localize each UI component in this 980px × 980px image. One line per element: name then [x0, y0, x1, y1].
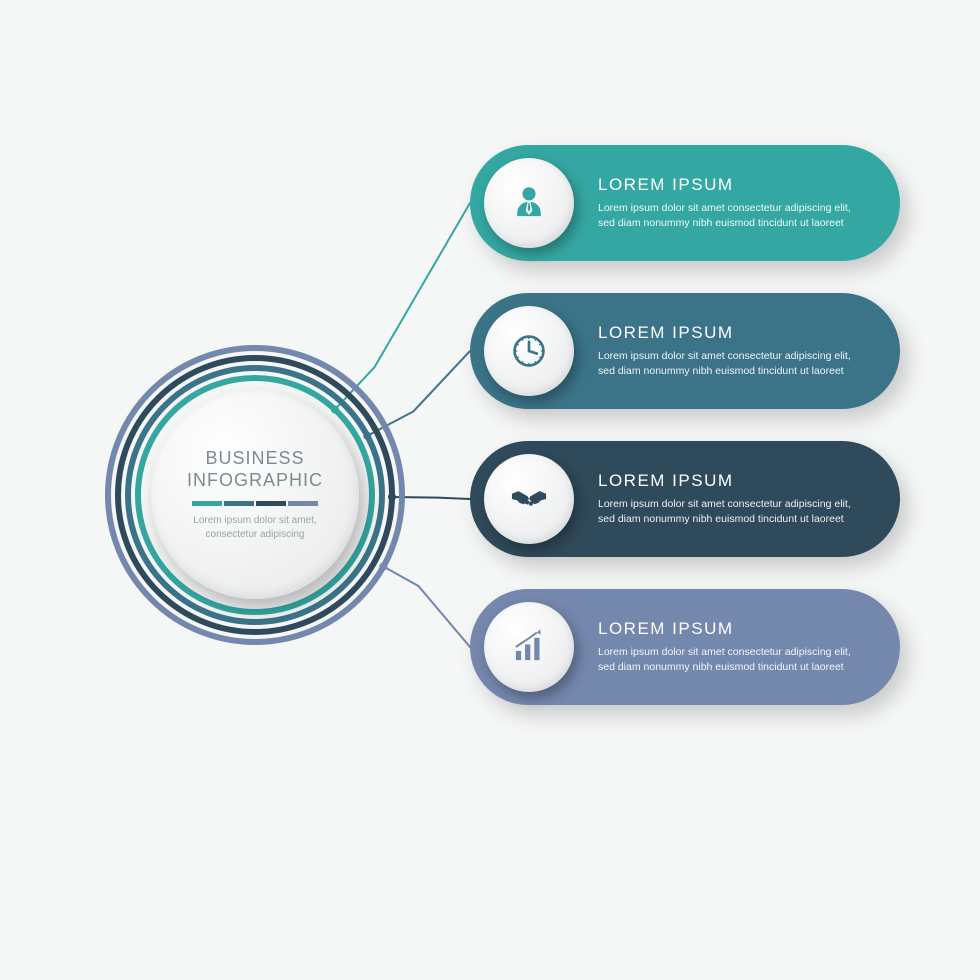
- hub-title-line2: INFOGRAPHIC: [187, 470, 323, 490]
- pill-heading-3: LOREM IPSUM: [598, 619, 870, 639]
- pill-desc-0: Lorem ipsum dolor sit amet consectetur a…: [598, 201, 870, 231]
- pill-text-3: LOREM IPSUM Lorem ipsum dolor sit amet co…: [598, 619, 900, 675]
- handshake-icon: [484, 454, 574, 544]
- hub-bar-3: [288, 501, 318, 506]
- pill-desc-2: Lorem ipsum dolor sit amet consectetur a…: [598, 497, 870, 527]
- hub-title-line1: BUSINESS: [205, 448, 304, 468]
- clock-icon: [484, 306, 574, 396]
- pill-desc-1: Lorem ipsum dolor sit amet consectetur a…: [598, 349, 870, 379]
- hub-core: BUSINESS INFOGRAPHIC Lorem ipsum dolor s…: [151, 391, 359, 599]
- hub-description: Lorem ipsum dolor sit amet, consectetur …: [185, 514, 325, 542]
- hub-bar-1: [224, 501, 254, 506]
- infographic-stage: BUSINESS INFOGRAPHIC Lorem ipsum dolor s…: [0, 0, 980, 980]
- hub-bar-0: [192, 501, 222, 506]
- pill-text-1: LOREM IPSUM Lorem ipsum dolor sit amet co…: [598, 323, 900, 379]
- person-icon: [484, 158, 574, 248]
- pill-heading-2: LOREM IPSUM: [598, 471, 870, 491]
- info-pill-1: LOREM IPSUM Lorem ipsum dolor sit amet co…: [470, 293, 900, 409]
- pill-text-0: LOREM IPSUM Lorem ipsum dolor sit amet co…: [598, 175, 900, 231]
- info-pill-3: LOREM IPSUM Lorem ipsum dolor sit amet co…: [470, 589, 900, 705]
- central-hub: BUSINESS INFOGRAPHIC Lorem ipsum dolor s…: [105, 345, 405, 645]
- chart-icon: [484, 602, 574, 692]
- info-pill-0: LOREM IPSUM Lorem ipsum dolor sit amet co…: [470, 145, 900, 261]
- pill-text-2: LOREM IPSUM Lorem ipsum dolor sit amet co…: [598, 471, 900, 527]
- hub-title: BUSINESS INFOGRAPHIC: [187, 448, 323, 491]
- hub-bar-2: [256, 501, 286, 506]
- pill-heading-0: LOREM IPSUM: [598, 175, 870, 195]
- pill-desc-3: Lorem ipsum dolor sit amet consectetur a…: [598, 645, 870, 675]
- hub-color-bars: [192, 501, 318, 506]
- pill-heading-1: LOREM IPSUM: [598, 323, 870, 343]
- info-pill-2: LOREM IPSUM Lorem ipsum dolor sit amet co…: [470, 441, 900, 557]
